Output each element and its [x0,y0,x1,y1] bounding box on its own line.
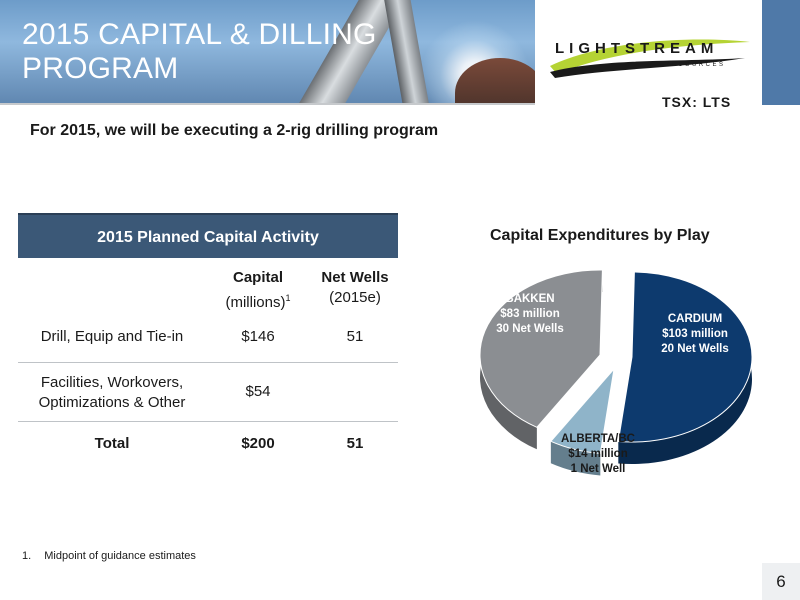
footnote-marker: 1 [285,293,291,303]
pie-slice-cardium [617,271,753,443]
total-label: Total [94,435,130,452]
row-label: Facilities, Workovers, Optimizations & O… [18,373,206,413]
pie-label-alberta-bc: ALBERTA/BC $14 million 1 Net Well [561,433,635,475]
pie-slice-bakken [479,269,603,428]
page-number: 6 [762,563,800,600]
ticker-symbol: TSX: LTS [662,94,732,110]
table-total-row: Total $200 51 [18,422,398,462]
row-wells: 51 [346,328,364,345]
col-header-wells: Net Wells (2015e) [310,268,400,308]
footnote-text: Midpoint of guidance estimates [44,550,196,562]
row-capital: $146 [241,328,275,345]
logo-swoosh-icon [550,39,750,78]
pie-label-bakken: BAKKEN $83 million 30 Net Wells [496,293,564,335]
row-label: Drill, Equip and Tie-in [40,328,184,345]
capex-pie-chart: CARDIUM $103 million 20 Net Wells ALBERTA/B… [479,269,753,476]
logo-subtext: RESOURCES [665,62,726,68]
chart-title: Capital Expenditures by Play [490,227,710,244]
pie-slice-side-alberta-bc [550,441,601,476]
slide-title: 2015 CAPITAL & DILLING PROGRAM [22,18,422,86]
row-capital: $54 [245,383,271,400]
col-header-capital: Capital (millions)1 [223,268,293,313]
total-capital: $200 [241,435,275,452]
col-header-capital-label: Capital [232,269,283,286]
company-logo: LIGHTSTREAM RESOURCES [545,28,755,88]
table-header-row: Capital (millions)1 Net Wells (2015e) [18,258,398,318]
col-header-wells-unit: (2015e) [329,289,381,306]
row-label-line2: Optimizations & Other [38,394,186,411]
slide-subtitle: For 2015, we will be executing a 2-rig d… [30,122,439,139]
footnote-number: 1. [22,550,32,562]
capital-unit: (millions) [225,294,286,311]
footnote: 1. Midpoint of guidance estimates [22,550,196,562]
table-row: Drill, Equip and Tie-in $146 51 [18,318,398,363]
table-title: 2015 Planned Capital Activity [18,213,398,258]
banner-divider [0,103,535,105]
total-wells: 51 [346,435,364,452]
capital-activity-table: 2015 Planned Capital Activity Capital (m… [18,213,398,462]
row-label-line1: Facilities, Workovers, [40,374,184,391]
logo-wordmark: LIGHTSTREAM [555,40,719,57]
pie-slice-alberta-bc [550,367,615,454]
col-header-wells-label: Net Wells [321,269,389,286]
col-header-capital-unit: (millions)1 [223,288,293,313]
header-banner: 2015 CAPITAL & DILLING PROGRAM [0,0,535,105]
slide-title-line1: 2015 CAPITAL & DILLING [22,18,377,51]
slide-title-line2: PROGRAM [22,52,179,85]
header-accent-bar [762,0,800,105]
pie-label-cardium: CARDIUM $103 million 20 Net Wells [661,313,729,355]
table-row: Facilities, Workovers, Optimizations & O… [18,363,398,422]
